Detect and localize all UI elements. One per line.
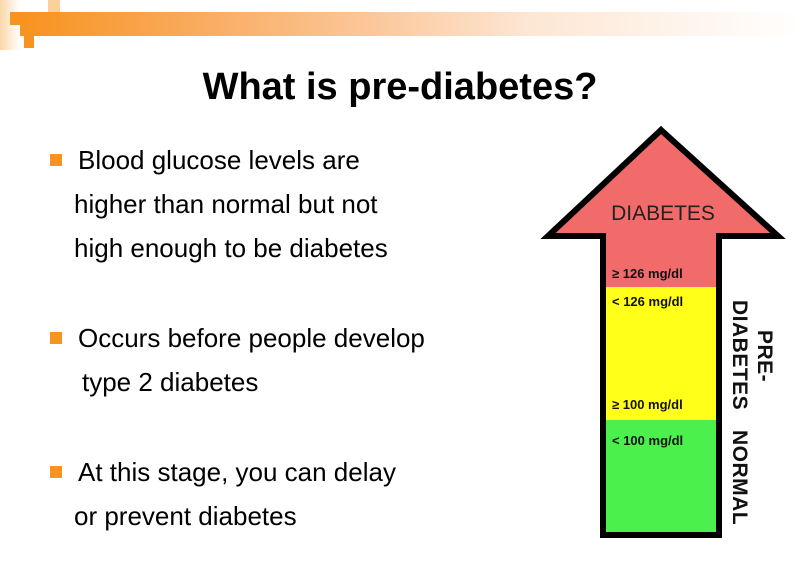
header-gradient-bar	[20, 12, 800, 36]
prediabetes-zone	[606, 287, 718, 420]
bullet-list: Blood glucose levels are higher than nor…	[46, 138, 526, 538]
prediabetes-label-line2: DIABETES	[728, 300, 751, 411]
deco-square	[0, 0, 20, 50]
threshold-ge126: ≥ 126 mg/dl	[612, 266, 683, 281]
diabetes-head-label: DIABETES	[611, 202, 715, 225]
arrow-outline	[540, 125, 786, 538]
threshold-lt126: < 126 mg/dl	[612, 294, 683, 309]
bullet-text: or prevent diabetes	[74, 501, 297, 531]
threshold-ge100: ≥ 100 mg/dl	[612, 397, 683, 412]
glucose-arrow-diagram: DIABETES ≥ 126 mg/dl < 126 mg/dl ≥ 100 m…	[540, 125, 786, 538]
deco-square	[24, 36, 34, 48]
bullet-item: Blood glucose levels are higher than nor…	[46, 138, 526, 270]
bullet-text: Blood glucose levels are	[78, 145, 360, 175]
bullet-text: higher than normal but not	[74, 189, 378, 219]
bullet-square-icon	[50, 466, 62, 478]
bullet-text: high enough to be diabetes	[74, 233, 388, 263]
slide-title: What is pre-diabetes?	[202, 66, 598, 108]
prediabetes-label-line1: PRE-	[753, 330, 776, 383]
threshold-lt100: < 100 mg/dl	[612, 433, 683, 448]
normal-zone	[606, 420, 718, 532]
diabetes-zone	[550, 132, 776, 287]
bullet-text: Occurs before people develop	[78, 323, 425, 353]
deco-square	[10, 12, 23, 25]
bullet-item: At this stage, you can delay or prevent …	[46, 450, 526, 538]
bullet-square-icon	[50, 154, 62, 166]
bullet-item: Occurs before people develop type 2 diab…	[46, 316, 526, 404]
bullet-square-icon	[50, 332, 62, 344]
bullet-text: type 2 diabetes	[82, 367, 259, 397]
deco-square	[48, 0, 60, 12]
bullet-text: At this stage, you can delay	[78, 457, 396, 487]
normal-label: NORMAL	[728, 430, 751, 526]
